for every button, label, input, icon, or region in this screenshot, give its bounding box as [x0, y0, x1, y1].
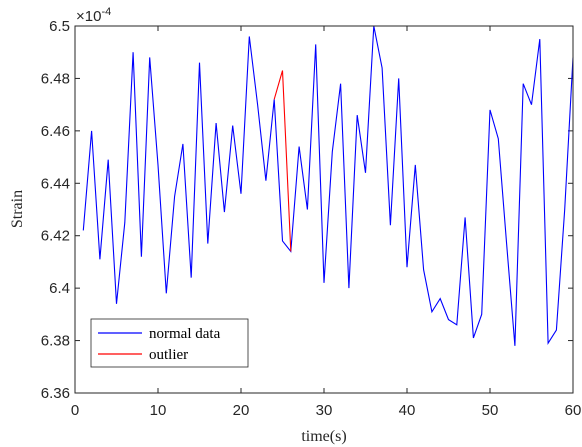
series-line-normal-data	[82, 25, 574, 346]
legend-label-normal: normal data	[149, 326, 221, 342]
y-exponent-power: -4	[101, 6, 111, 18]
y-tick-label: 6.36	[41, 385, 70, 402]
legend: normal data outlier	[90, 318, 249, 368]
x-tick-label: 60	[565, 402, 582, 419]
series-line-outlier	[273, 70, 292, 252]
legend-box	[90, 318, 249, 368]
y-tick-label: 6.42	[41, 228, 70, 245]
y-tick-labels: 6.36 6.38 6.4 6.42 6.44 6.46 6.48 6.5	[41, 18, 70, 402]
x-axis-label: time(s)	[301, 428, 346, 445]
x-tick-label: 10	[150, 402, 167, 419]
y-tick-label: 6.4	[49, 280, 70, 297]
y-tick-label: 6.38	[41, 333, 70, 350]
plot-frame	[74, 25, 574, 394]
y-axis-label: Strain	[9, 190, 26, 228]
y-exponent-label: ×10-4	[76, 6, 111, 25]
x-tick-label: 30	[316, 402, 333, 419]
legend-label-outlier: outlier	[149, 347, 188, 363]
y-tick-label: 6.46	[41, 123, 70, 140]
x-tick-label: 0	[71, 402, 79, 419]
x-tick-label: 50	[482, 402, 499, 419]
x-tick-labels: 0 10 20 30 40 50 60	[71, 402, 582, 419]
y-exponent-base: ×10	[76, 8, 101, 25]
y-tick-label: 6.48	[41, 70, 70, 87]
x-tick-label: 40	[399, 402, 416, 419]
y-tick-label: 6.44	[41, 175, 70, 192]
y-tick-label: 6.5	[49, 18, 70, 35]
series-layer	[82, 25, 574, 346]
x-tick-label: 20	[233, 402, 250, 419]
